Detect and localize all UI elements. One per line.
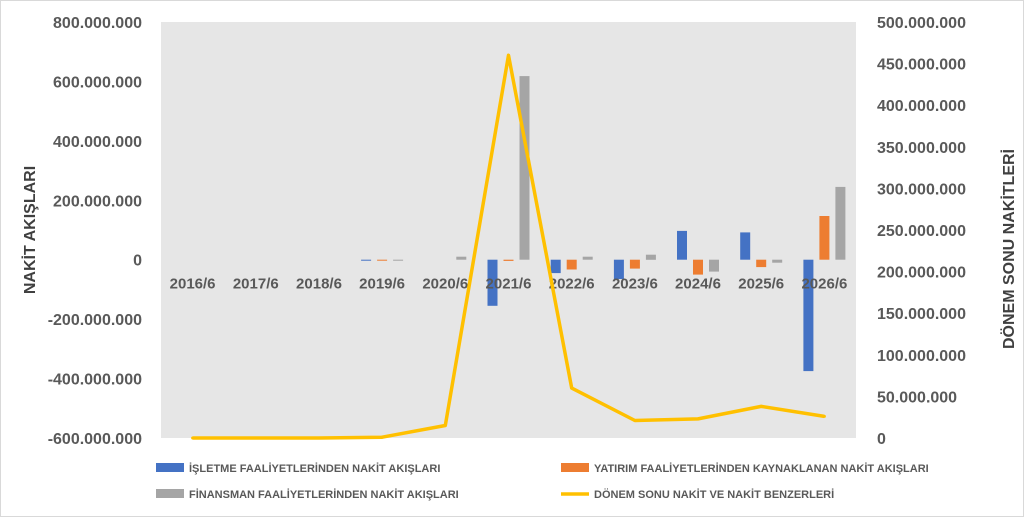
- bar-2-2023-6: [629, 259, 640, 269]
- line-point-2026-6: [822, 414, 826, 418]
- x-tick-label: 2017/6: [233, 276, 279, 293]
- bar-1-2026-6: [803, 259, 814, 372]
- x-tick-label: 2026/6: [801, 276, 847, 293]
- y-tick-label: 200.000.000: [53, 193, 142, 210]
- y2-tick-label: 300.000.000: [877, 181, 966, 198]
- bar-3-2020-6: [456, 256, 467, 260]
- bar-3-2025-6: [772, 259, 783, 263]
- legend-swatch-2: [561, 463, 589, 472]
- bar-1-2023-6: [613, 259, 624, 279]
- bar-1-2024-6: [677, 230, 687, 260]
- y-tick-label: -200.000.000: [48, 312, 142, 329]
- legend-label-3: FİNANSMAN FAALİYETLERİNDEN NAKİT AKIŞLAR…: [189, 488, 459, 501]
- legend-swatch-3: [156, 489, 184, 498]
- y2-tick-label: 400.000.000: [877, 98, 966, 115]
- x-tick-label: 2023/6: [612, 276, 658, 293]
- x-tick-label: 2024/6: [675, 276, 721, 293]
- bar-3-2024-6: [709, 259, 719, 272]
- legend-label-1: İŞLETME FAALİYETLERİNDEN NAKİT AKIŞLARI: [189, 462, 440, 475]
- x-tick-label: 2016/6: [170, 276, 216, 293]
- x-tick-label: 2020/6: [422, 276, 468, 293]
- line-point-2022-6: [570, 386, 574, 390]
- legend-label-2: YATIRIM FAALİYETLERİNDEN KAYNAKLANAN NAK…: [594, 462, 929, 475]
- y2-tick-label: 450.000.000: [877, 57, 966, 74]
- x-tick-label: 2019/6: [359, 276, 405, 293]
- y2-tick-label: 150.000.000: [877, 306, 966, 323]
- y-tick-label: -400.000.000: [48, 372, 142, 389]
- y2-tick-label: 50.000.000: [877, 389, 957, 406]
- line-point-2021-6: [507, 53, 510, 57]
- y2-tick-label: 100.000.000: [877, 348, 966, 365]
- x-tick-label: 2018/6: [296, 276, 342, 293]
- bar-2-2025-6: [756, 259, 767, 268]
- bar-1-2019-6: [361, 259, 372, 261]
- y-tick-label: 600.000.000: [53, 74, 142, 91]
- legend-swatch-1: [156, 463, 184, 472]
- bar-3-2021-6: [519, 76, 530, 260]
- y-tick-label: -600.000.000: [48, 431, 142, 448]
- line-point-2016-6: [191, 436, 195, 440]
- bar-2-2024-6: [693, 259, 703, 275]
- y2-tick-label: 250.000.000: [877, 223, 966, 240]
- plot-area: [161, 22, 856, 438]
- bar-3-2026-6: [835, 186, 846, 260]
- y-tick-label: 400.000.000: [53, 134, 142, 151]
- line-point-2017-6: [254, 436, 258, 440]
- line-point-2018-6: [317, 436, 321, 440]
- x-tick-label: 2025/6: [738, 276, 784, 293]
- y2-tick-label: 200.000.000: [877, 265, 966, 282]
- line-point-2025-6: [759, 404, 763, 408]
- bar-2-2026-6: [819, 216, 830, 260]
- line-point-2020-6: [443, 424, 447, 427]
- line-point-2019-6: [380, 435, 384, 439]
- bar-3-2023-6: [645, 254, 656, 260]
- x-tick-label: 2022/6: [549, 276, 595, 293]
- bar-2-2019-6: [377, 259, 388, 261]
- bar-2-2021-6: [503, 259, 514, 261]
- y2-tick-label: 350.000.000: [877, 140, 966, 157]
- bar-3-2019-6: [393, 259, 404, 261]
- bar-2-2022-6: [566, 259, 577, 270]
- legend-label-4: DÖNEM SONU NAKİT VE NAKİT BENZERLERİ: [594, 488, 834, 501]
- y-tick-label: 800.000.000: [53, 15, 142, 32]
- bar-1-2022-6: [550, 259, 561, 274]
- bar-1-2025-6: [740, 232, 751, 260]
- bar-1-2021-6: [487, 259, 498, 306]
- y2-tick-label: 500.000.000: [877, 15, 966, 32]
- y-axis-title: NAKİT AKIŞLARI: [21, 166, 39, 294]
- y2-tick-label: 0: [877, 431, 886, 448]
- x-tick-label: 2021/6: [486, 276, 532, 293]
- line-point-2023-6: [633, 419, 637, 422]
- y-tick-label: 0: [133, 253, 142, 270]
- y2-axis-title: DÖNEM SONU NAKİTLERİ: [999, 149, 1018, 349]
- line-point-2024-6: [696, 417, 700, 421]
- bar-3-2022-6: [582, 256, 593, 260]
